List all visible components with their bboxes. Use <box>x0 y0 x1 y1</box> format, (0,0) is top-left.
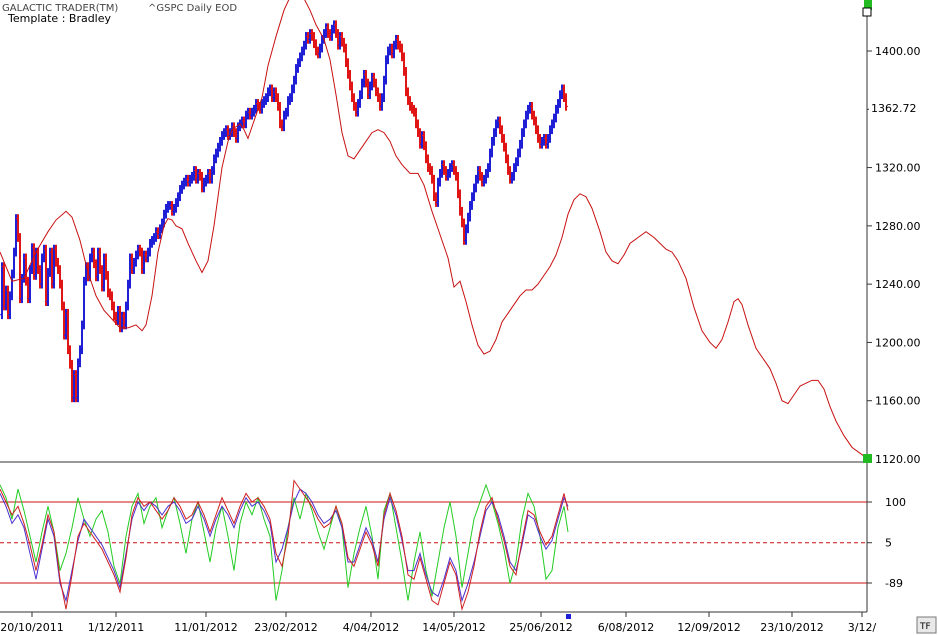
template-label: Template : Bradley <box>7 12 112 25</box>
oscillator-series-line <box>0 488 569 603</box>
price-axis-ticks: 1400.001360.001320.001280.001240.001200.… <box>867 45 921 466</box>
top-right-marker[interactable] <box>864 0 872 10</box>
oscillator-lines-group <box>0 479 569 612</box>
oscillator-tick-label: 5 <box>885 537 892 550</box>
date-tick-label: 23/10/2012 <box>760 621 823 634</box>
tf-button-label[interactable]: TF <box>919 622 931 632</box>
date-tick-label: 1/12/2011 <box>88 621 144 634</box>
scroll-box-icon[interactable] <box>862 7 872 17</box>
bradley-line-group <box>0 0 869 460</box>
oscillator-tick-label: -89 <box>885 577 903 590</box>
app-title: GALACTIC TRADER(TM) <box>2 3 118 14</box>
price-tick-label: 1200.00 <box>875 336 921 349</box>
price-panel-frame <box>0 0 867 462</box>
price-bars-group <box>0 20 568 403</box>
price-tick-label: 1320.00 <box>875 162 921 175</box>
date-tick-label: 14/05/2012 <box>422 621 485 634</box>
oscillator-series-line <box>0 479 569 612</box>
date-tick-label: 11/01/2012 <box>174 621 237 634</box>
last-price-label: 1362.72 <box>871 102 917 115</box>
price-tick-label: 1160.00 <box>875 395 921 408</box>
price-tick-label: 1400.00 <box>875 45 921 58</box>
date-tick-label: 4/04/2012 <box>343 621 399 634</box>
price-tick-label: 1240.00 <box>875 278 921 291</box>
last-price-box <box>869 101 923 116</box>
end-marker <box>863 454 872 463</box>
price-tick-label: 1280.00 <box>875 220 921 233</box>
date-tick-label: 23/02/2012 <box>254 621 317 634</box>
date-tick-label: 12/09/2012 <box>677 621 740 634</box>
tf-button[interactable] <box>916 616 937 634</box>
oscillator-axis-ticks: 100 5 -89 <box>867 496 906 590</box>
bradley-model-line <box>0 0 869 460</box>
bottom-marker <box>566 614 571 619</box>
date-axis-ticks: 20/10/2011 1/12/2011 11/01/2012 23/02/2012 4… <box>0 612 876 634</box>
date-tick-label: 3/12/ <box>848 621 877 634</box>
oscillator-tick-label: 100 <box>885 496 906 509</box>
oscillator-reference-lines <box>0 501 867 584</box>
date-tick-label: 6/08/2012 <box>598 621 654 634</box>
date-tick-label: 20/10/2011 <box>0 621 63 634</box>
symbol-label: ^GSPC Daily EOD <box>148 3 237 14</box>
date-tick-label: 25/06/2012 <box>509 621 572 634</box>
price-tick-label: 1120.00 <box>875 453 921 466</box>
